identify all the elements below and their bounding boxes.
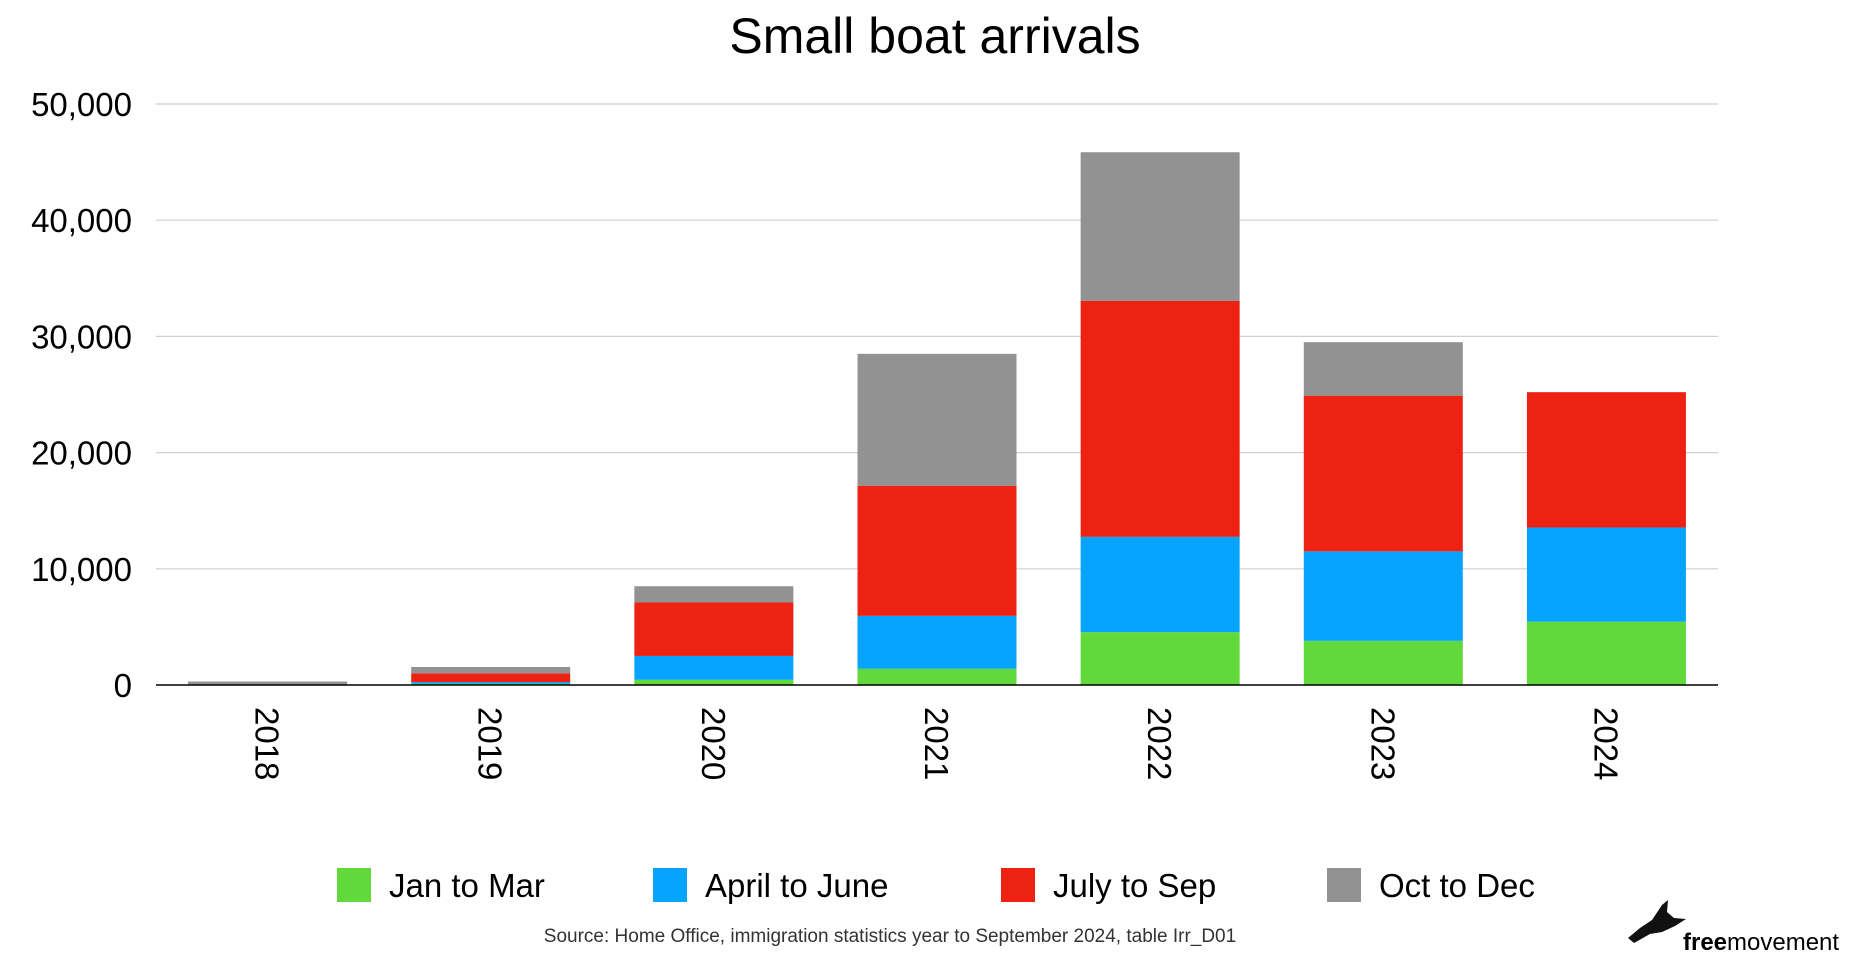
legend-swatch xyxy=(1001,868,1035,902)
bar-2023-april-to-june xyxy=(1303,551,1463,641)
x-tick-label: 2020 xyxy=(695,707,732,780)
y-tick-label: 30,000 xyxy=(31,318,132,355)
bar-2023-oct-to-dec xyxy=(1303,342,1463,396)
y-tick-label: 40,000 xyxy=(31,202,132,239)
bar-2019-oct-to-dec xyxy=(411,666,571,674)
x-tick-label: 2018 xyxy=(249,707,286,780)
legend-label: Oct to Dec xyxy=(1379,867,1535,904)
bar-2024-jan-to-mar xyxy=(1526,621,1686,685)
bar-2023-july-to-sep xyxy=(1303,395,1463,552)
bird-icon xyxy=(1628,900,1686,943)
bar-2019-july-to-sep xyxy=(411,673,571,683)
chart-title: Small boat arrivals xyxy=(729,8,1140,64)
legend-swatch xyxy=(653,868,687,902)
brand-suffix: movement xyxy=(1727,929,1839,956)
bar-2020-jan-to-mar xyxy=(634,679,794,685)
x-tick-label: 2019 xyxy=(472,707,509,780)
bar-2022-oct-to-dec xyxy=(1080,152,1240,301)
bar-2020-oct-to-dec xyxy=(634,586,794,603)
source-note: Source: Home Office, immigration statist… xyxy=(544,926,1236,947)
bar-2021-april-to-june xyxy=(857,615,1017,669)
bars xyxy=(188,152,1686,685)
y-tick-label: 50,000 xyxy=(31,86,132,123)
bar-2023-jan-to-mar xyxy=(1303,640,1463,685)
x-tick-label: 2024 xyxy=(1587,707,1624,780)
bar-2018-oct-to-dec xyxy=(188,681,348,685)
bar-2024-july-to-sep xyxy=(1526,392,1686,528)
x-tick-label: 2021 xyxy=(918,707,955,780)
bar-2022-april-to-june xyxy=(1080,536,1240,633)
y-tick-label: 10,000 xyxy=(31,551,132,588)
x-tick-label: 2022 xyxy=(1141,707,1178,780)
legend-label: April to June xyxy=(705,867,888,904)
bar-2022-jan-to-mar xyxy=(1080,632,1240,685)
legend-label: Jan to Mar xyxy=(389,867,545,904)
y-tick-label: 20,000 xyxy=(31,435,132,472)
y-axis: 0 10,000 20,000 30,000 40,000 50,000 xyxy=(31,86,132,704)
bar-2021-jan-to-mar xyxy=(857,668,1017,685)
bar-2020-april-to-june xyxy=(634,655,794,680)
bar-2022-july-to-sep xyxy=(1080,300,1240,537)
legend-swatch xyxy=(1327,868,1361,902)
brand-wordmark: freemovement xyxy=(1683,929,1839,956)
bar-2019-april-to-june xyxy=(411,682,571,684)
brand-prefix: free xyxy=(1683,929,1727,956)
legend-swatch xyxy=(337,868,371,902)
x-tick-label: 2023 xyxy=(1364,707,1401,780)
legend: Jan to Mar April to June July to Sep Oct to… xyxy=(337,867,1535,904)
bar-2024-april-to-june xyxy=(1526,527,1686,622)
bar-2021-july-to-sep xyxy=(857,485,1017,616)
y-tick-label: 0 xyxy=(114,667,132,704)
x-axis: 2018 2019 2020 2021 2022 2023 2024 xyxy=(249,707,1625,780)
bar-2020-july-to-sep xyxy=(634,602,794,656)
bar-2021-oct-to-dec xyxy=(857,353,1017,486)
legend-label: July to Sep xyxy=(1053,867,1216,904)
brand-logo: freemovement xyxy=(1628,900,1839,956)
